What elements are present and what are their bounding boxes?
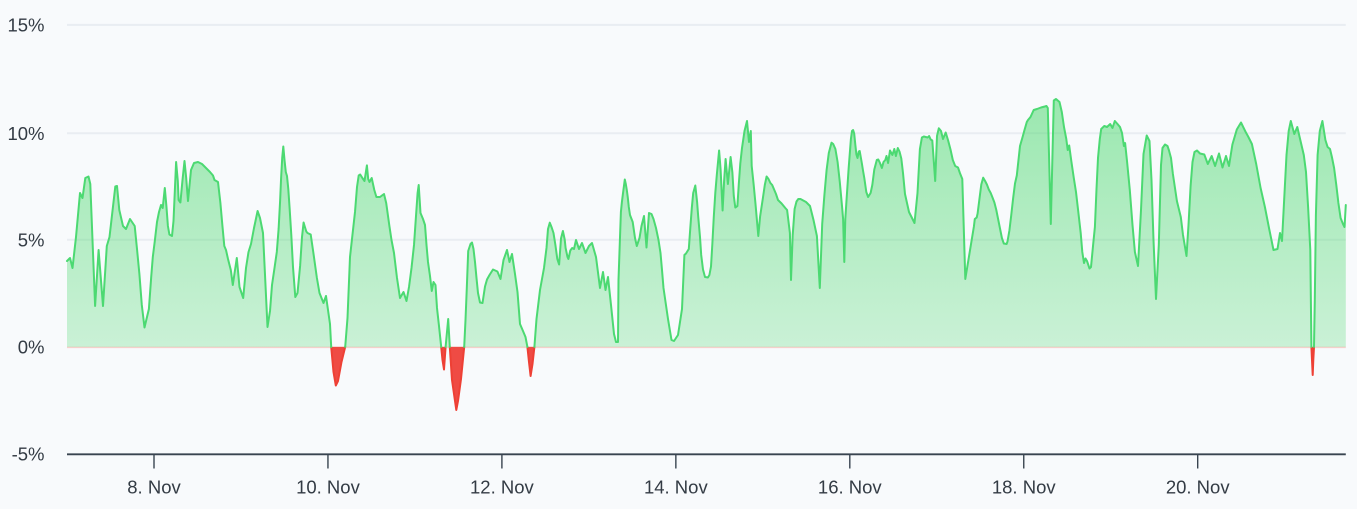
- svg-text:18. Nov: 18. Nov: [992, 477, 1057, 498]
- svg-text:0%: 0%: [18, 336, 45, 357]
- svg-text:10. Nov: 10. Nov: [296, 477, 361, 498]
- svg-text:5%: 5%: [18, 229, 45, 250]
- svg-text:15%: 15%: [7, 14, 44, 35]
- svg-text:8. Nov: 8. Nov: [127, 477, 181, 498]
- svg-text:12. Nov: 12. Nov: [470, 477, 535, 498]
- svg-text:14. Nov: 14. Nov: [644, 477, 709, 498]
- svg-text:16. Nov: 16. Nov: [818, 477, 883, 498]
- svg-text:-5%: -5%: [12, 444, 45, 465]
- svg-text:20. Nov: 20. Nov: [1166, 477, 1231, 498]
- svg-text:10%: 10%: [7, 123, 44, 144]
